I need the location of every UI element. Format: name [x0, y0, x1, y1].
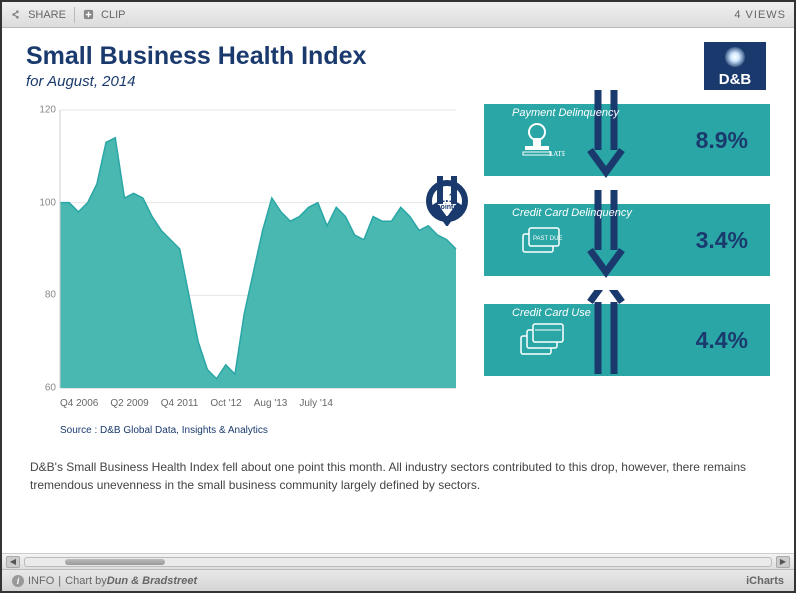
metric-label: Credit Card Delinquency	[512, 207, 632, 219]
provider-label: iCharts	[746, 575, 784, 587]
area-chart-svg	[26, 104, 464, 394]
chart-callout: 1.1 points	[426, 180, 468, 222]
trend-arrow-up-icon	[586, 290, 626, 391]
widget-frame: SHARE CLIP 4 VIEWS Small Business Health…	[0, 0, 796, 593]
chart-x-labels: Q4 2006 Q2 2009 Q4 2011 Oct '12 Aug '13 July …	[26, 398, 464, 409]
scroll-left-button[interactable]: ◀	[6, 556, 20, 568]
main-row: 6080100120 1.1 points Q4 2006Q2 2009Q4 2…	[26, 104, 770, 436]
x-tick-label: Aug '13	[254, 398, 288, 409]
metric-card: Credit Card Use 4.4%	[484, 304, 770, 376]
content-area: Small Business Health Index for August, …	[2, 28, 794, 553]
x-tick-label: Oct '12	[210, 398, 241, 409]
svg-text:PAST DUE: PAST DUE	[533, 236, 562, 242]
scroll-right-button[interactable]: ▶	[776, 556, 790, 568]
metric-label: Credit Card Use	[512, 307, 591, 319]
x-tick-label: July '14	[299, 398, 333, 409]
metric-value: 4.4%	[696, 327, 748, 354]
metric-card: Payment Delinquency LATE 8.9%	[484, 104, 770, 176]
info-icon[interactable]: i	[12, 575, 24, 587]
clip-label: CLIP	[101, 9, 125, 21]
chart-source: Source : D&B Global Data, Insights & Ana…	[26, 425, 464, 436]
brand-logo: D&B	[704, 42, 766, 90]
cards-icon	[516, 320, 568, 360]
logo-text: D&B	[719, 71, 752, 88]
clip-icon	[83, 9, 94, 20]
metric-label: Payment Delinquency	[512, 107, 619, 119]
scroll-thumb[interactable]	[65, 559, 165, 565]
share-label: SHARE	[28, 9, 66, 21]
scroll-track[interactable]	[24, 557, 772, 567]
trend-arrow-down-icon	[586, 90, 626, 191]
metric-cards: Payment Delinquency LATE 8.9% Credit Card D…	[484, 104, 770, 436]
footer-sep: |	[58, 575, 61, 587]
metric-value: 8.9%	[696, 127, 748, 154]
metric-card: Credit Card Delinquency PAST DUE 3.4%	[484, 204, 770, 276]
views-count: 4 VIEWS	[734, 9, 786, 21]
cards-pastdue-icon: PAST DUE	[516, 220, 568, 260]
trend-arrow-down-icon	[586, 190, 626, 291]
info-label[interactable]: INFO	[28, 575, 54, 587]
chart-column: 6080100120 1.1 points Q4 2006Q2 2009Q4 2…	[26, 104, 464, 436]
toolbar-separator	[74, 7, 75, 23]
share-button[interactable]: SHARE	[10, 9, 66, 21]
page-subtitle: for August, 2014	[26, 73, 770, 90]
share-icon	[10, 9, 21, 20]
chart-by-prefix: Chart by	[65, 575, 107, 587]
clip-button[interactable]: CLIP	[83, 9, 126, 21]
x-tick-label: Q4 2011	[161, 398, 199, 409]
svg-text:LATE: LATE	[549, 150, 565, 158]
area-chart: 6080100120 1.1 points	[26, 104, 464, 394]
page-title: Small Business Health Index	[26, 42, 770, 71]
horizontal-scrollbar[interactable]: ◀ ▶	[2, 553, 794, 569]
x-tick-label: Q4 2006	[60, 398, 98, 409]
logo-burst-icon	[725, 47, 745, 67]
bottom-bar: i INFO | Chart by Dun & Bradstreet iChar…	[2, 569, 794, 591]
callout-arrow-icon	[426, 176, 468, 226]
top-toolbar: SHARE CLIP 4 VIEWS	[2, 2, 794, 28]
metric-value: 3.4%	[696, 227, 748, 254]
summary-text: D&B's Small Business Health Index fell a…	[26, 458, 770, 494]
x-tick-label: Q2 2009	[110, 398, 148, 409]
chart-by-brand: Dun & Bradstreet	[107, 575, 197, 587]
stamp-icon: LATE	[516, 120, 568, 160]
